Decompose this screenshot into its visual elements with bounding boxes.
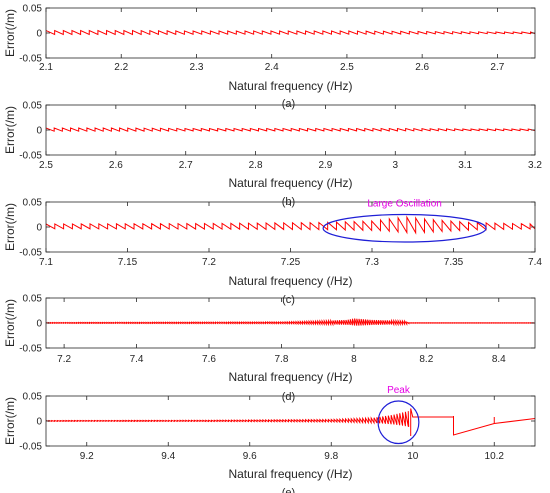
series-group [46, 408, 535, 436]
y-axis-label: Error(/m) [3, 397, 17, 445]
x-tick-label: 7.2 [202, 257, 216, 268]
y-tick-label: 0 [36, 417, 42, 428]
x-tick-label: 7.4 [130, 354, 144, 365]
panel-3: 7.1 7.15 7.2 7.25 7.3 7.35 7.4 0.05 0 -0.05 Natura… [3, 198, 542, 307]
annotation-text: Peak [387, 385, 411, 396]
x-tick-label: 7.35 [444, 257, 464, 268]
y-axis-label: Error(/m) [3, 299, 17, 347]
x-tick-label: 9.8 [324, 451, 338, 462]
series-line [46, 127, 535, 132]
y-tick-label: 0.05 [23, 101, 43, 112]
x-tick-label: 7.8 [274, 354, 288, 365]
y-tick-label: 0 [36, 223, 42, 234]
series-line [46, 29, 535, 36]
panel-label: (a) [282, 98, 295, 110]
series-line [46, 411, 410, 427]
y-tick-label: 0 [36, 29, 42, 40]
x-tick-label: 2.6 [415, 62, 429, 73]
x-tick-label: 2.7 [179, 160, 193, 171]
y-axis-label: Error(/m) [3, 106, 17, 154]
series-line [46, 215, 535, 235]
panel-4: 7.2 7.4 7.6 7.8 8 8.2 8.4 0.05 0 -0.05 Natural fre… [3, 294, 536, 403]
x-axis-label: Natural frequency (/Hz) [228, 79, 352, 93]
y-tick-label: 0.05 [23, 198, 43, 209]
series-group [46, 318, 535, 327]
x-tick-label: 3.2 [528, 160, 542, 171]
y-axis-label: Error(/m) [3, 203, 17, 251]
x-tick-label: 2.9 [318, 160, 332, 171]
panel-label: (e) [282, 487, 295, 493]
x-tick-label: 2.1 [39, 62, 53, 73]
y-tick-label: 0.05 [23, 392, 43, 403]
y-tick-label: -0.05 [19, 248, 42, 259]
axes-box [45, 201, 536, 253]
y-tick-label: -0.05 [19, 442, 42, 453]
x-tick-label: 10 [407, 451, 419, 462]
annotation-ellipse [322, 213, 487, 243]
x-axis-label: Natural frequency (/Hz) [228, 274, 352, 288]
x-axis-label: Natural frequency (/Hz) [228, 370, 352, 384]
panel-1: 2.1 2.2 2.3 2.4 2.5 2.6 2.7 0.05 0 -0.05 Natural f… [3, 4, 536, 110]
x-tick-label: 7.2 [57, 354, 71, 365]
x-tick-label: 2.2 [114, 62, 128, 73]
series-group [46, 29, 535, 36]
y-tick-label: 0.05 [23, 4, 43, 15]
x-tick-label: 2.6 [109, 160, 123, 171]
x-axis-label: Natural frequency (/Hz) [228, 467, 352, 481]
x-tick-label: 10.2 [485, 451, 505, 462]
panel-2: 2.5 2.6 2.7 2.8 2.9 3 3.1 3.2 0.05 0 -0.05 Natural … [3, 101, 542, 209]
x-tick-label: 8.2 [419, 354, 433, 365]
series-group [46, 127, 535, 132]
annotation-ellipse [377, 400, 420, 445]
y-tick-label: 0.05 [23, 294, 43, 305]
x-tick-label: 2.3 [190, 62, 204, 73]
x-axis-label: Natural frequency (/Hz) [228, 176, 352, 190]
x-tick-label: 2.7 [490, 62, 504, 73]
x-tick-label: 7.4 [528, 257, 542, 268]
panel-label: (d) [282, 391, 295, 403]
y-tick-label: 0 [36, 126, 42, 137]
annotation-text: Large Oscillation [367, 199, 441, 210]
x-tick-label: 2.5 [340, 62, 354, 73]
x-tick-label: 7.3 [365, 257, 379, 268]
x-tick-label: 7.15 [118, 257, 138, 268]
panel-5: 9.2 9.4 9.6 9.8 10 10.2 0.05 0 -0.05 Natural freq… [3, 385, 536, 493]
x-tick-label: 8.4 [492, 354, 506, 365]
x-tick-label: 7.6 [202, 354, 216, 365]
x-tick-label: 3.1 [458, 160, 472, 171]
x-tick-label: 9.4 [161, 451, 175, 462]
y-tick-label: -0.05 [19, 344, 42, 355]
x-tick-label: 9.6 [243, 451, 257, 462]
y-tick-label: -0.05 [19, 54, 42, 65]
y-tick-label: -0.05 [19, 151, 42, 162]
x-tick-label: 2.4 [265, 62, 279, 73]
x-tick-label: 3 [393, 160, 399, 171]
x-tick-label: 7.25 [281, 257, 301, 268]
series-group [46, 215, 535, 235]
y-tick-label: 0 [36, 319, 42, 330]
x-tick-label: 8 [351, 354, 357, 365]
x-tick-label: 2.8 [249, 160, 263, 171]
x-tick-label: 9.2 [80, 451, 94, 462]
x-tick-label: 2.5 [39, 160, 53, 171]
series-line [46, 318, 535, 327]
series-line [410, 408, 535, 436]
x-tick-label: 7.1 [39, 257, 53, 268]
y-axis-label: Error(/m) [3, 9, 17, 57]
panel-label: (c) [282, 294, 295, 306]
